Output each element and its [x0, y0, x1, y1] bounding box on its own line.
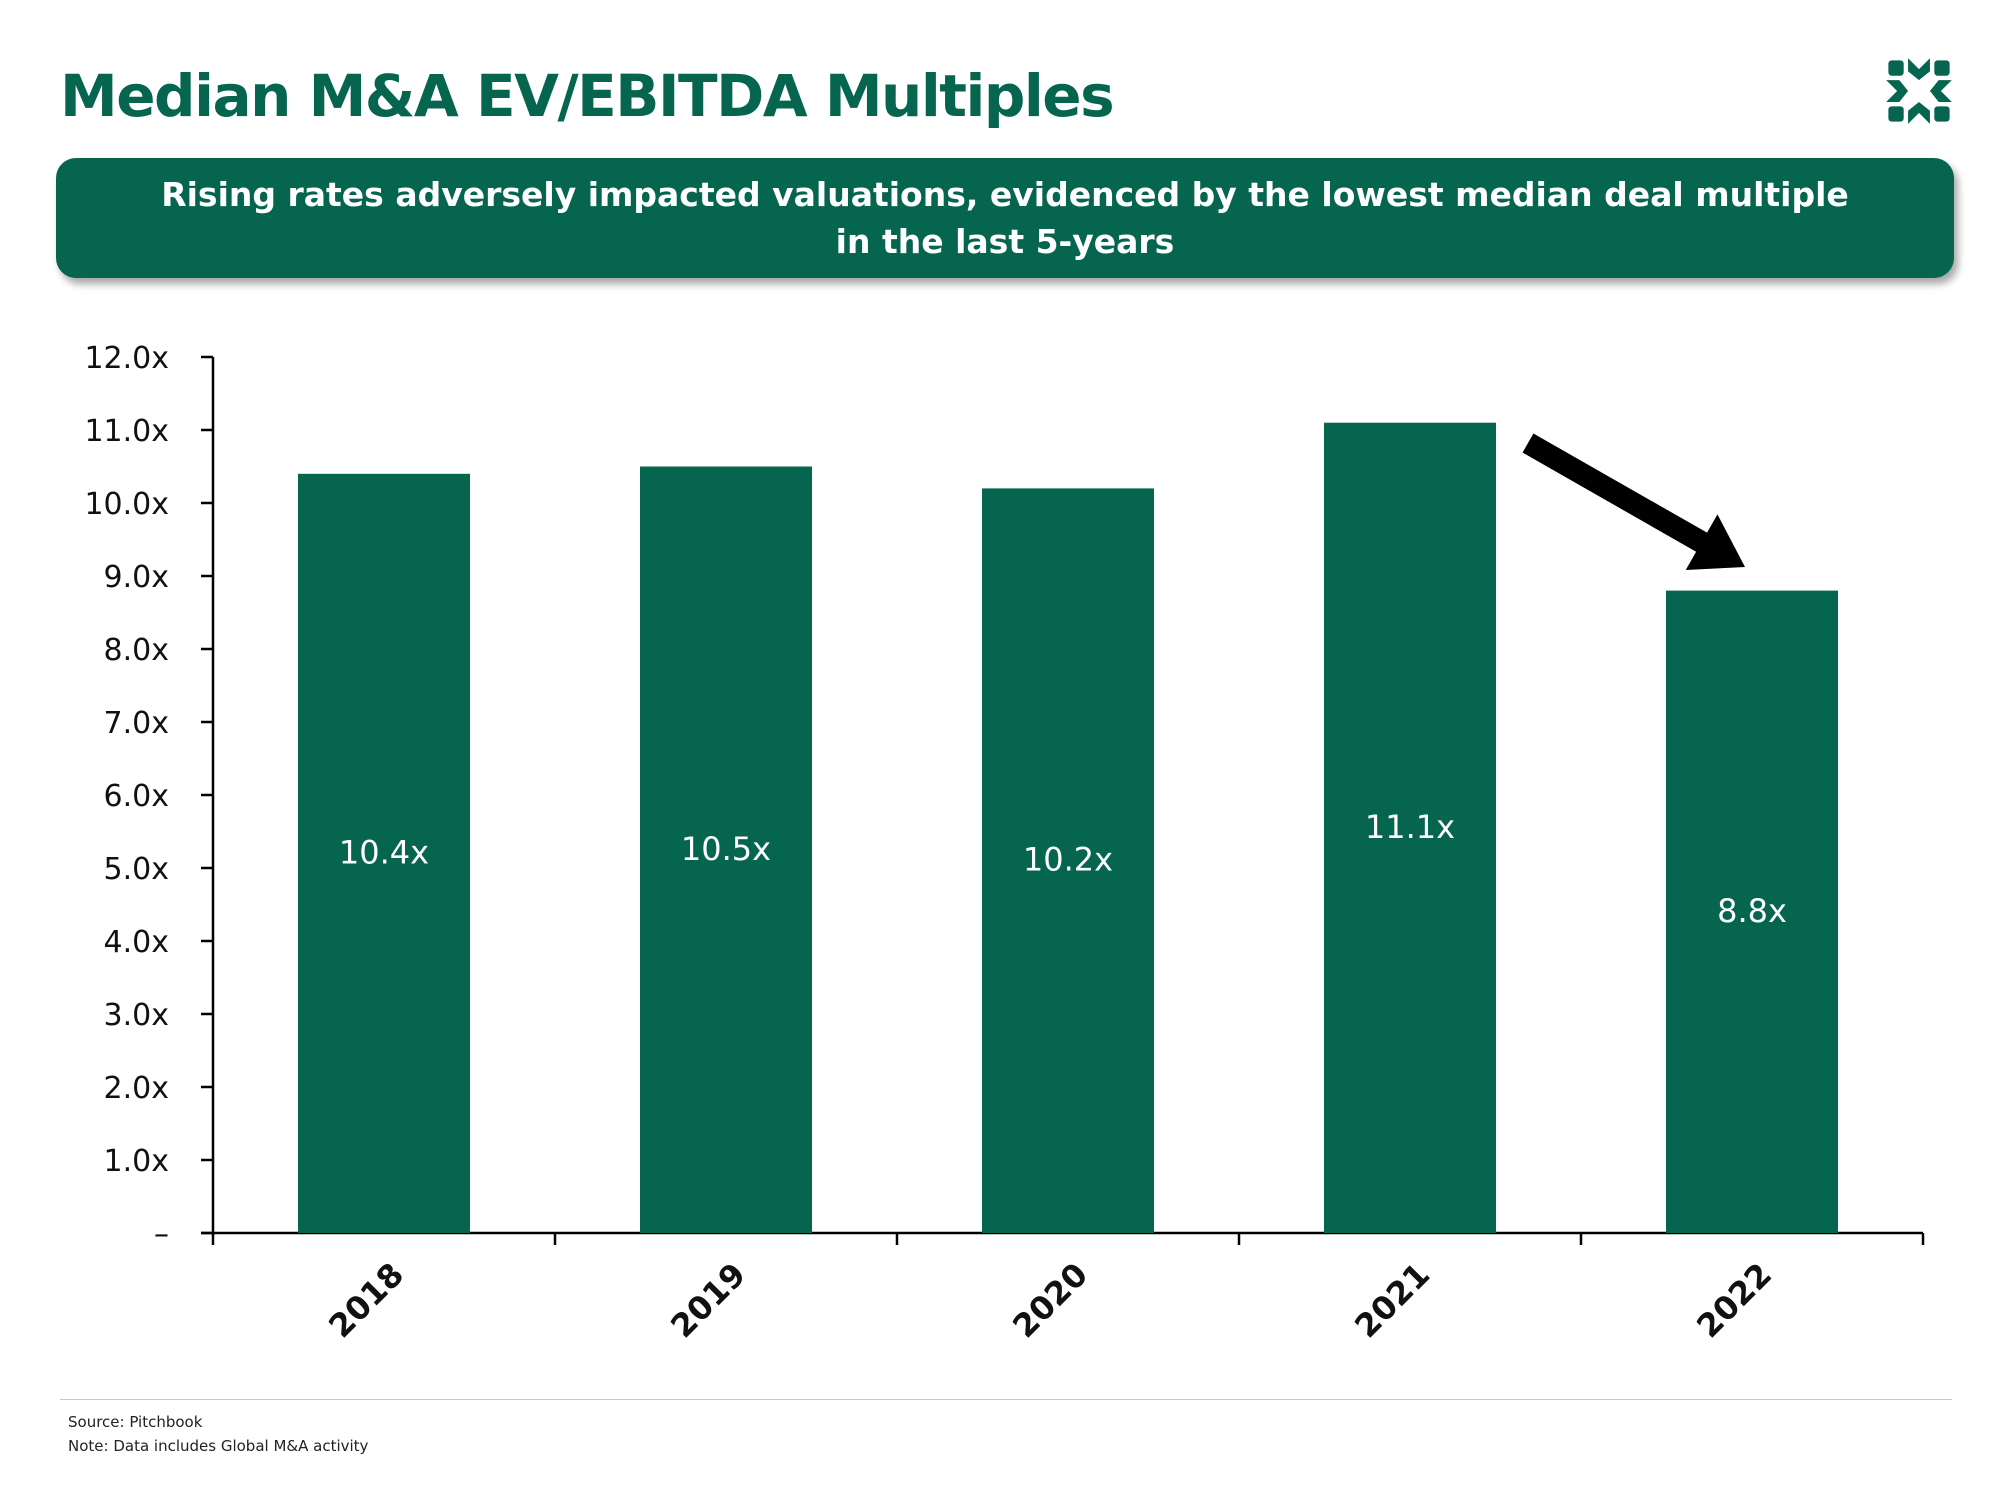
y-tick-label: 6.0x	[104, 779, 169, 814]
x-tick-label-2022: 2022	[1689, 1255, 1779, 1345]
banner-line-2: in the last 5-years	[835, 222, 1175, 261]
x-tick-label-2021: 2021	[1347, 1255, 1437, 1345]
bar-2021	[1324, 422, 1496, 1233]
y-tick-label: 5.0x	[104, 852, 169, 887]
x-tick-label-2018: 2018	[321, 1255, 411, 1345]
y-tick-label: 11.0x	[84, 414, 169, 449]
data-label-2018: 10.4x	[339, 833, 429, 871]
page-title: Median M&A EV/EBITDA Multiples	[60, 62, 1115, 130]
y-tick-label: 2.0x	[104, 1071, 169, 1106]
footnotes: Source: Pitchbook Note: Data includes Gl…	[68, 1410, 368, 1458]
data-note: Note: Data includes Global M&A activity	[68, 1437, 369, 1455]
trend-down-arrow-icon	[1522, 433, 1745, 570]
bar-2018	[298, 473, 470, 1233]
y-tick-label: 8.0x	[104, 633, 169, 668]
y-tick-label: 9.0x	[104, 560, 169, 595]
horse-emblem-logo	[1886, 58, 1952, 124]
key-message-banner: Rising rates adversely impacted valuatio…	[56, 158, 1954, 278]
y-tick-label: 12.0x	[84, 341, 169, 376]
y-tick-label: –	[154, 1217, 169, 1252]
data-label-2021: 11.1x	[1365, 808, 1455, 846]
x-tick-label-2019: 2019	[663, 1255, 753, 1345]
y-tick-label: 1.0x	[104, 1144, 169, 1179]
x-tick-label-2020: 2020	[1005, 1255, 1095, 1345]
data-label-2020: 10.2x	[1023, 841, 1113, 879]
footer-divider	[60, 1399, 1952, 1400]
bar-2020	[982, 488, 1154, 1233]
bar-2019	[640, 466, 812, 1233]
bar-2022	[1666, 590, 1838, 1233]
y-tick-label: 3.0x	[104, 998, 169, 1033]
data-label-2019: 10.5x	[681, 830, 771, 868]
data-label-2022: 8.8x	[1717, 892, 1787, 930]
y-tick-label: 10.0x	[84, 487, 169, 522]
y-tick-label: 7.0x	[104, 706, 169, 741]
source-note: Source: Pitchbook	[68, 1413, 203, 1431]
banner-line-1: Rising rates adversely impacted valuatio…	[161, 175, 1849, 214]
y-tick-label: 4.0x	[104, 925, 169, 960]
